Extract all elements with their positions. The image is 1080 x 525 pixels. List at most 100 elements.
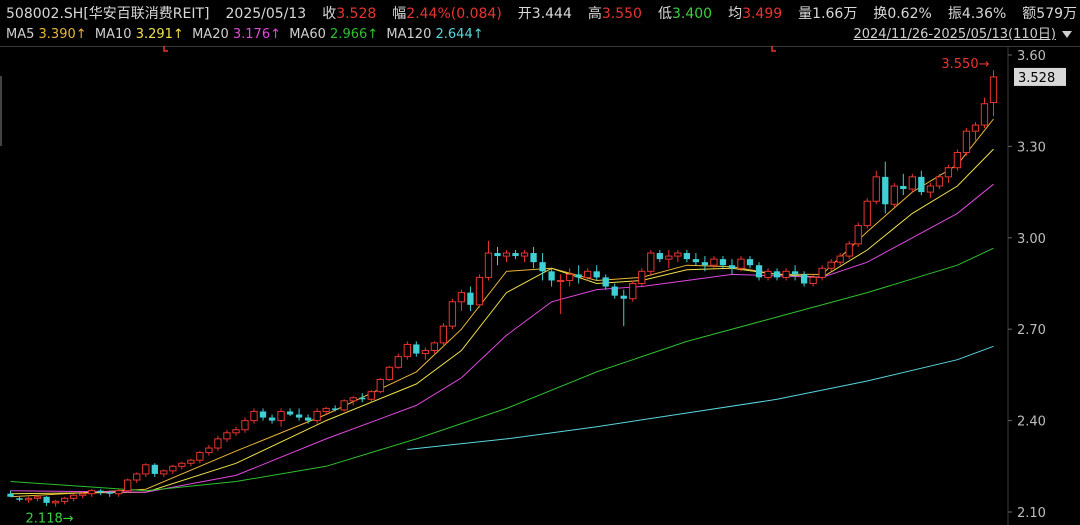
date-range-label[interactable]: 2024/11/26-2025/05/13(110日) — [853, 27, 1056, 42]
candle-body — [484, 252, 493, 278]
candle — [836, 253, 844, 266]
ma10-label[interactable]: MA10 — [94, 27, 132, 42]
candle-body — [556, 279, 565, 282]
y-tick-label: 2.40 — [1017, 415, 1046, 430]
candle — [97, 489, 104, 496]
candle — [900, 173, 907, 196]
ma5-label[interactable]: MA5 — [6, 27, 35, 42]
candle-body — [394, 356, 402, 368]
candle-body — [7, 493, 14, 497]
date-range-selector[interactable]: 2024/11/26-2025/05/13(110日) — [853, 25, 1072, 45]
candle-body — [575, 274, 582, 278]
candle-body — [530, 253, 537, 263]
ma120-label[interactable]: MA120 — [386, 27, 432, 42]
candle — [295, 408, 303, 421]
candle — [593, 265, 600, 281]
candle — [467, 286, 474, 311]
amount-label: 额 — [1022, 6, 1037, 22]
candle — [349, 396, 357, 406]
kline-chart[interactable]: 3.60 3.30 3.00 2.70 2.40 2.10 3.528 3.550→ 2.11… — [0, 46, 1080, 525]
candle — [512, 249, 519, 260]
candle-body — [223, 432, 231, 440]
candle-body — [701, 262, 709, 266]
candle — [448, 298, 457, 330]
candle — [250, 408, 258, 424]
candle — [24, 496, 33, 503]
ma60-value: 2.966↑ — [330, 27, 379, 42]
candlesticks — [7, 70, 998, 507]
candle — [421, 347, 430, 360]
candle — [160, 469, 168, 477]
event-marker — [163, 46, 168, 52]
candle-body — [755, 265, 763, 278]
candle-body — [475, 276, 484, 306]
candle-body — [413, 344, 420, 354]
candle-body — [629, 283, 637, 300]
ma20-value: 3.176↑ — [232, 27, 281, 42]
scroll-handle — [0, 76, 2, 146]
ma120-value: 2.644↑ — [435, 27, 484, 42]
candle-body — [620, 295, 627, 299]
chevron-down-icon[interactable] — [1062, 31, 1072, 38]
amount-value: 579万 — [1036, 6, 1078, 22]
candle-body — [836, 255, 844, 263]
price-axis: 3.60 3.30 3.00 2.70 2.40 2.10 — [1008, 49, 1046, 521]
candle-body — [882, 176, 889, 205]
candle-body — [746, 259, 754, 266]
candle-body — [548, 271, 555, 281]
candle — [908, 173, 916, 193]
candle — [539, 253, 546, 281]
candle — [124, 478, 132, 493]
candle — [223, 429, 231, 442]
candle-body — [872, 176, 880, 202]
candle — [214, 435, 222, 452]
ma60-label[interactable]: MA60 — [289, 27, 326, 42]
change-label: 幅 — [392, 6, 407, 22]
candle-body — [295, 414, 303, 418]
candle — [575, 265, 582, 284]
candle-body — [890, 185, 898, 205]
candle — [953, 149, 962, 171]
security-name[interactable]: [华安百联消费REIT] — [83, 6, 210, 22]
candle — [457, 289, 466, 311]
candle-body — [359, 397, 366, 400]
ma-legend: MA5 3.390↑ MA10 3.291↑ MA20 3.176↑ MA60 … — [6, 25, 484, 45]
candle — [683, 249, 691, 263]
candle — [882, 161, 889, 214]
candle-body — [133, 473, 141, 481]
ma20-label[interactable]: MA20 — [192, 27, 229, 42]
candle-body — [457, 292, 466, 303]
open-label: 开 — [517, 6, 532, 22]
candle — [7, 490, 14, 497]
amplitude-label: 振 — [947, 6, 962, 22]
low-label: 低 — [657, 6, 672, 22]
candle — [277, 408, 285, 427]
candle — [728, 259, 736, 275]
candle-body — [304, 417, 312, 421]
volume-value: 1.66万 — [812, 6, 858, 22]
candle — [51, 499, 60, 507]
candle — [259, 408, 267, 421]
candle — [980, 97, 989, 129]
change-value: 2.44%(0.084) — [406, 6, 502, 22]
candle — [60, 496, 69, 505]
candle-body — [106, 492, 113, 494]
candle — [800, 271, 808, 287]
candle — [322, 406, 330, 415]
candle-body — [962, 130, 971, 153]
candle-body — [782, 270, 790, 278]
candle-body — [421, 350, 430, 355]
candle — [809, 274, 817, 287]
candle — [818, 265, 826, 281]
candle-body — [719, 259, 727, 266]
candle — [304, 414, 312, 424]
security-code[interactable]: 508002.SH — [6, 6, 84, 22]
candle-body — [286, 411, 294, 415]
ma10-line — [10, 148, 994, 495]
candle — [890, 182, 898, 208]
candle-body — [845, 243, 853, 257]
candle — [286, 408, 294, 417]
candle — [926, 182, 935, 199]
candle — [620, 289, 627, 327]
candle — [863, 198, 871, 229]
